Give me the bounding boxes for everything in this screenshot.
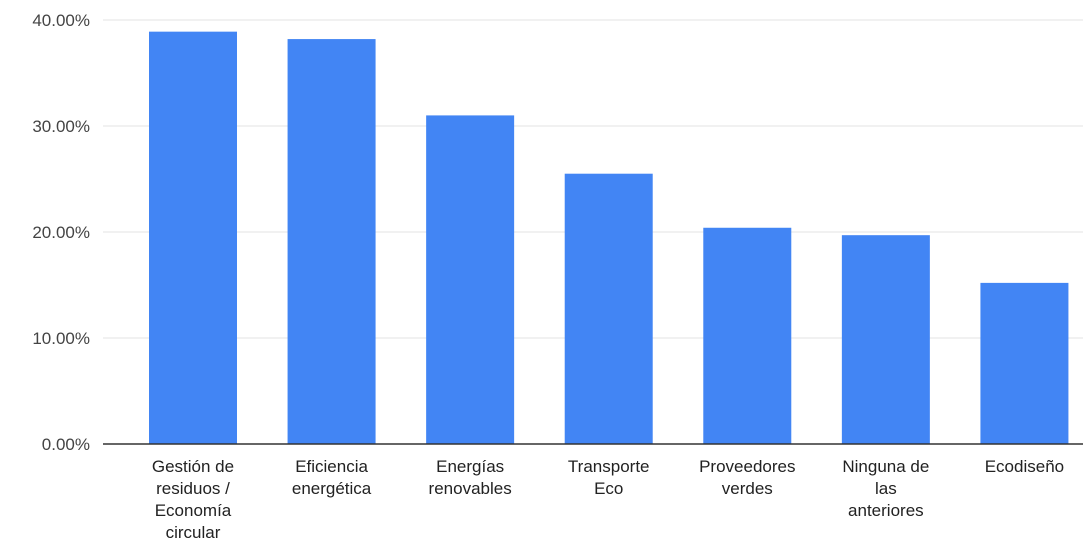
y-tick-label: 40.00% [32, 11, 90, 30]
x-tick-label: Gestión de residuos / Economía circular [152, 457, 234, 539]
x-tick-label: Proveedores verdes [699, 457, 795, 498]
bar [564, 173, 653, 444]
x-tick-label: Energías renovables [429, 457, 512, 498]
y-tick-label: 0.00% [42, 435, 90, 454]
bar [703, 227, 792, 444]
y-tick-label: 20.00% [32, 223, 90, 242]
bar [287, 39, 376, 445]
x-tick-label: Eficiencia energética [292, 457, 372, 498]
y-tick-label: 30.00% [32, 117, 90, 136]
bars [149, 31, 1069, 445]
y-axis: 0.00% 10.00% 20.00% 30.00% 40.00% [32, 11, 90, 454]
x-axis: Gestión de residuos / Economía circular Efic… [152, 457, 1064, 539]
x-tick-label: Transporte Eco [568, 457, 650, 498]
x-tick-label: Ecodiseño [985, 457, 1064, 476]
bar [980, 282, 1069, 444]
bar [426, 115, 515, 445]
bar [149, 31, 237, 444]
x-tick-label: Ninguna de las anteriores [842, 457, 929, 520]
bar [841, 235, 930, 444]
y-tick-label: 10.00% [32, 329, 90, 348]
